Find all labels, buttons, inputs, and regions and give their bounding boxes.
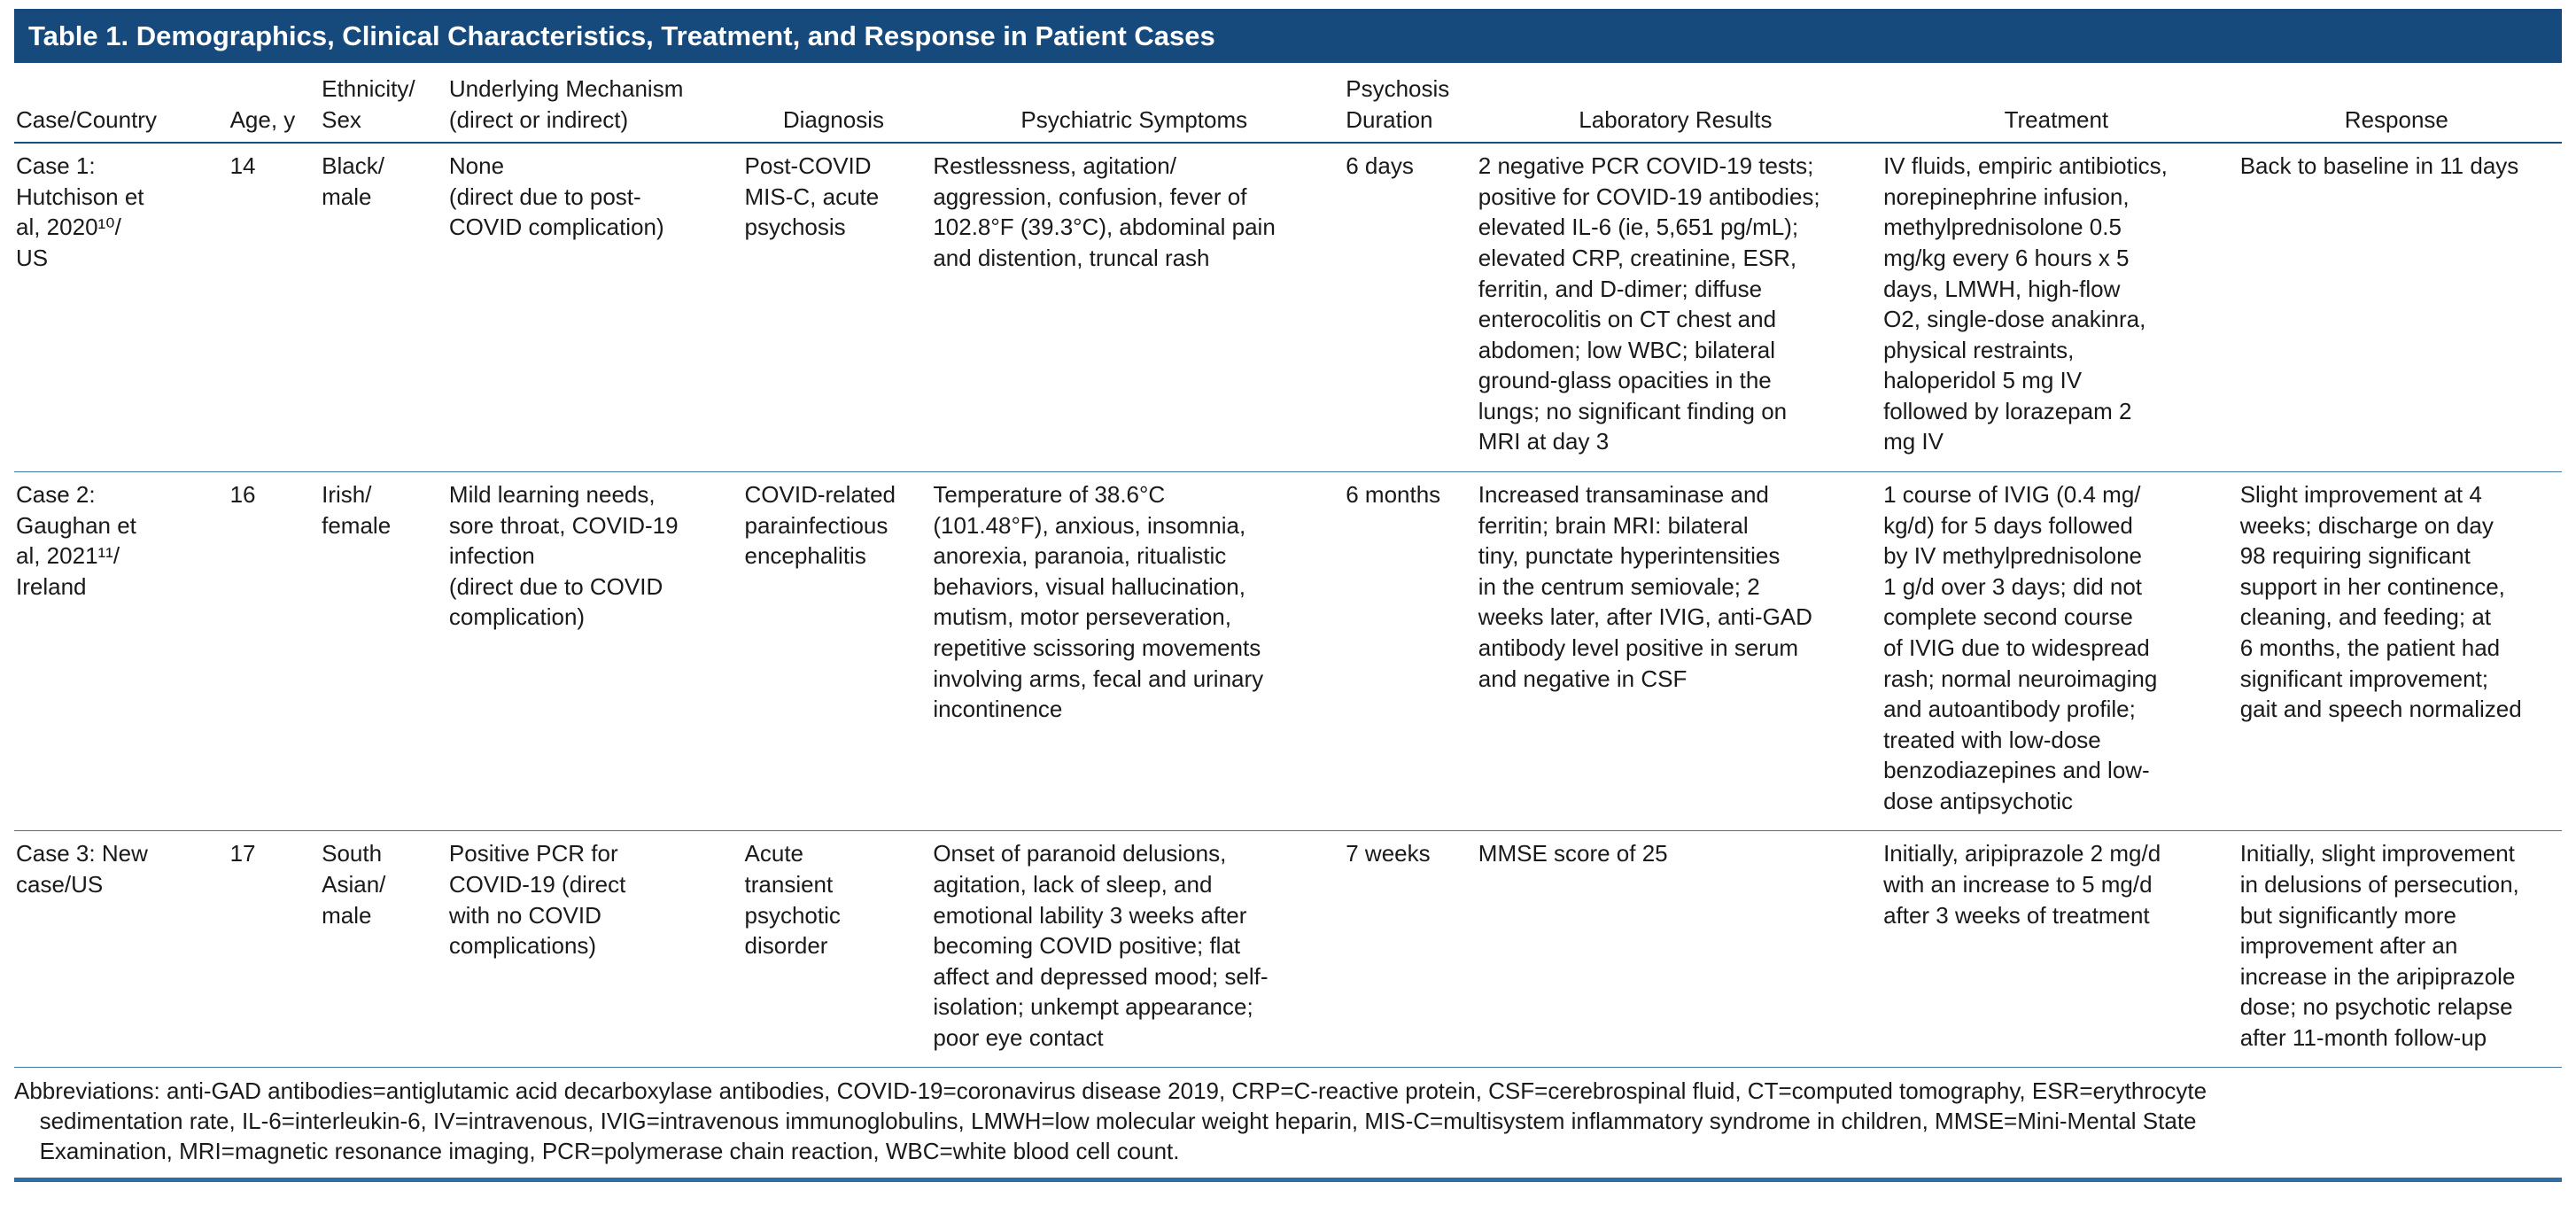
cell-response: Slight improvement at 4 weeks; discharge… bbox=[2238, 471, 2562, 832]
cell-diagnosis: Acute transient psychotic disorder bbox=[742, 830, 932, 1069]
column-header-age: Age, y bbox=[228, 63, 321, 144]
cell-ethnicity-sex: South Asian/ male bbox=[320, 830, 447, 1069]
table-body: Case 1: Hutchison et al, 2020¹⁰/ US 14 B… bbox=[14, 143, 2562, 1069]
cell-underlying-mechanism: Positive PCR for COVID-19 (direct with n… bbox=[446, 830, 743, 1069]
abbreviations-footnote: Abbreviations: anti-GAD antibodies=antig… bbox=[14, 1068, 2562, 1182]
header-row: Case/Country Age, y Ethnicity/ Sex Under… bbox=[14, 63, 2562, 144]
cell-psychosis-duration: 6 days bbox=[1344, 143, 1477, 473]
cell-psychosis-duration: 6 months bbox=[1344, 471, 1477, 832]
table-header: Case/Country Age, y Ethnicity/ Sex Under… bbox=[14, 63, 2562, 144]
column-header-diagnosis: Diagnosis bbox=[742, 63, 932, 144]
cell-treatment: IV fluids, empiric antibiotics, norepine… bbox=[1882, 143, 2238, 473]
table-row-case-3: Case 3: New case/US 17 South Asian/ male… bbox=[14, 830, 2562, 1069]
cell-case-country: Case 3: New case/US bbox=[14, 830, 229, 1069]
column-header-case-country: Case/Country bbox=[14, 63, 229, 144]
patient-cases-table: Case/Country Age, y Ethnicity/ Sex Under… bbox=[14, 63, 2562, 1069]
cell-treatment: Initially, aripiprazole 2 mg/d with an i… bbox=[1882, 830, 2238, 1069]
cell-treatment: 1 course of IVIG (0.4 mg/ kg/d) for 5 da… bbox=[1882, 471, 2238, 832]
table-row-case-2: Case 2: Gaughan et al, 2021¹¹/ Ireland 1… bbox=[14, 471, 2562, 832]
column-header-response: Response bbox=[2238, 63, 2562, 144]
cell-laboratory-results: MMSE score of 25 bbox=[1476, 830, 1882, 1069]
cell-age: 14 bbox=[228, 143, 321, 473]
column-header-treatment: Treatment bbox=[1882, 63, 2238, 144]
cell-underlying-mechanism: None (direct due to post- COVID complica… bbox=[446, 143, 743, 473]
cell-underlying-mechanism: Mild learning needs, sore throat, COVID-… bbox=[446, 471, 743, 832]
column-header-ethnicity-sex: Ethnicity/ Sex bbox=[320, 63, 447, 144]
cell-response: Initially, slight improvement in delusio… bbox=[2238, 830, 2562, 1069]
cell-diagnosis: COVID-related parainfectious encephaliti… bbox=[742, 471, 932, 832]
cell-case-country: Case 1: Hutchison et al, 2020¹⁰/ US bbox=[14, 143, 229, 473]
column-header-underlying-mechanism: Underlying Mechanism (direct or indirect… bbox=[446, 63, 743, 144]
cell-psychosis-duration: 7 weeks bbox=[1344, 830, 1477, 1069]
cell-age: 16 bbox=[228, 471, 321, 832]
table-row-case-1: Case 1: Hutchison et al, 2020¹⁰/ US 14 B… bbox=[14, 143, 2562, 473]
cell-age: 17 bbox=[228, 830, 321, 1069]
column-header-psychiatric-symptoms: Psychiatric Symptoms bbox=[931, 63, 1345, 144]
column-header-laboratory-results: Laboratory Results bbox=[1476, 63, 1882, 144]
cell-ethnicity-sex: Black/ male bbox=[320, 143, 447, 473]
table-title: Table 1. Demographics, Clinical Characte… bbox=[14, 9, 2562, 64]
cell-laboratory-results: Increased transaminase and ferritin; bra… bbox=[1476, 471, 1882, 832]
cell-case-country: Case 2: Gaughan et al, 2021¹¹/ Ireland bbox=[14, 471, 229, 832]
cell-response: Back to baseline in 11 days bbox=[2238, 143, 2562, 473]
column-header-psychosis-duration: Psychosis Duration bbox=[1344, 63, 1477, 144]
cell-psychiatric-symptoms: Temperature of 38.6°C (101.48°F), anxiou… bbox=[931, 471, 1345, 832]
cell-laboratory-results: 2 negative PCR COVID-19 tests; positive … bbox=[1476, 143, 1882, 473]
cell-diagnosis: Post-COVID MIS-C, acute psychosis bbox=[742, 143, 932, 473]
cell-ethnicity-sex: Irish/ female bbox=[320, 471, 447, 832]
cell-psychiatric-symptoms: Onset of paranoid delusions, agitation, … bbox=[931, 830, 1345, 1069]
cell-psychiatric-symptoms: Restlessness, agitation/ aggression, con… bbox=[931, 143, 1345, 473]
